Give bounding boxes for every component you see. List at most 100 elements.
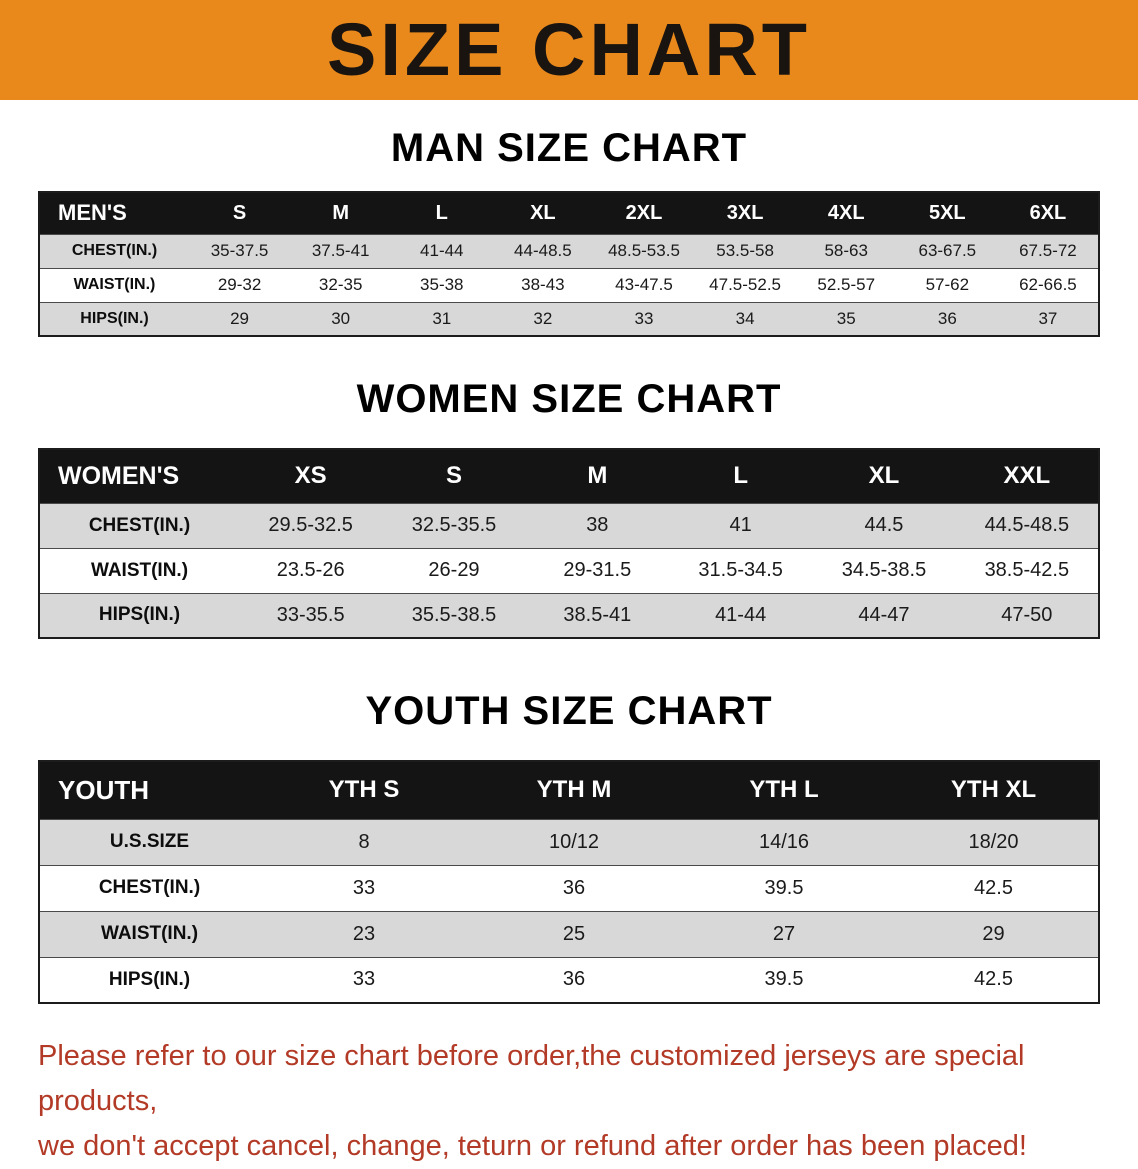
size-value-cell: 44.5 (864, 514, 904, 536)
table-row: U.S.SIZE 8 10/12 14/16 18/20 (39, 819, 1099, 865)
size-value-cell: 47-50 (1001, 603, 1053, 626)
size-value-cell: 33-35.5 (276, 603, 345, 626)
size-value-cell: 33 (634, 308, 654, 328)
column-header: M (290, 192, 392, 234)
table-header-row: MEN'S S M L XL 2XL 3XL 4XL 5XL 6XL (39, 192, 1099, 234)
table-row: HIPS(IN.) 33 36 39.5 42.5 (39, 957, 1099, 1003)
size-value-cell: 38.5-42.5 (984, 559, 1070, 581)
size-value-cell: 35-37.5 (210, 241, 269, 260)
table-row: WAIST(IN.) 23.5-26 26-29 29-31.5 31.5-34.5 34… (39, 548, 1099, 593)
banner: SIZE CHART (0, 0, 1138, 100)
size-value-cell: 38.5-41 (563, 603, 632, 626)
column-header: YTH S (259, 761, 469, 819)
column-header: YTH XL (889, 761, 1099, 819)
size-value-cell: 42.5 (974, 876, 1013, 899)
table-title-cell: WOMEN'S (39, 449, 239, 503)
row-label: WAIST(IN.) (73, 276, 156, 293)
table-row: WAIST(IN.) 29-32 32-35 35-38 38-43 43-47.5 47.… (39, 268, 1099, 302)
size-value-cell: 37 (1038, 308, 1058, 328)
size-value-cell: 36 (562, 968, 586, 991)
size-value-cell: 38-43 (521, 275, 565, 294)
disclaimer-line: Please refer to our size chart before or… (38, 1040, 1025, 1117)
size-value-cell: 33 (352, 876, 376, 899)
size-value-cell: 48.5-53.5 (608, 241, 680, 260)
table-row: CHEST(IN.) 33 36 39.5 42.5 (39, 865, 1099, 911)
row-label: CHEST(IN.) (98, 877, 201, 898)
table-header-row: WOMEN'S XS S M L XL XXL (39, 449, 1099, 503)
table-row: HIPS(IN.) 29 30 31 32 33 34 35 36 37 (39, 302, 1099, 336)
row-label: WAIST(IN.) (100, 923, 199, 944)
column-header: 4XL (795, 192, 897, 234)
size-value-cell: 31.5-34.5 (698, 559, 783, 581)
size-value-cell: 18/20 (968, 830, 1019, 853)
size-value-cell: 32.5-35.5 (411, 514, 497, 536)
size-value-cell: 41-44 (715, 603, 767, 626)
size-value-cell: 44.5-48.5 (984, 514, 1070, 536)
size-value-cell: 26-29 (428, 559, 480, 581)
men-size-table: MEN'S S M L XL 2XL 3XL 4XL 5XL 6XL CHEST(IN.) 35-37… (38, 191, 1100, 337)
row-label: HIPS(IN.) (98, 604, 181, 626)
row-label: CHEST(IN.) (71, 242, 158, 259)
column-header: 5XL (896, 192, 998, 234)
table-row: HIPS(IN.) 33-35.5 35.5-38.5 38.5-41 41-44 44-… (39, 593, 1099, 638)
men-section-heading: MAN SIZE CHART (390, 126, 748, 170)
size-value-cell: 42.5 (974, 968, 1013, 991)
page-title: SIZE CHART (327, 8, 811, 91)
size-value-cell: 29.5-32.5 (268, 514, 353, 536)
size-value-cell: 39.5 (764, 876, 804, 899)
size-value-cell: 63-67.5 (918, 241, 977, 260)
size-value-cell: 36 (562, 876, 586, 899)
size-chart-content: MAN SIZE CHART MEN'S S M L XL 2XL 3XL 4XL 5XL 6XL… (0, 126, 1138, 1169)
row-label: HIPS(IN.) (80, 309, 149, 327)
size-value-cell: 33 (352, 968, 376, 991)
youth-size-table: YOUTH YTH S YTH M YTH L YTH XL U.S.SIZE 8 10/12… (38, 760, 1100, 1004)
size-value-cell: 8 (358, 830, 370, 853)
row-label: CHEST(IN.) (88, 514, 191, 536)
column-header: XL (812, 449, 956, 503)
table-header-row: YOUTH YTH S YTH M YTH L YTH XL (39, 761, 1099, 819)
size-value-cell: 39.5 (764, 968, 804, 991)
size-value-cell: 29 (230, 308, 250, 328)
table-title-cell: MEN'S (39, 192, 189, 234)
column-header: L (668, 449, 813, 503)
size-value-cell: 43-47.5 (615, 275, 673, 294)
size-value-cell: 31 (432, 308, 452, 328)
size-value-cell: 35 (836, 308, 856, 328)
size-value-cell: 27 (772, 922, 796, 945)
column-header: L (391, 192, 493, 234)
size-value-cell: 10/12 (548, 830, 600, 853)
women-section-heading: WOMEN SIZE CHART (356, 377, 782, 421)
row-label: HIPS(IN.) (108, 968, 191, 990)
table-row: WAIST(IN.) 23 25 27 29 (39, 911, 1099, 957)
women-size-table: WOMEN'S XS S M L XL XXL CHEST(IN.) 29.5-32.5 32.5… (38, 448, 1100, 639)
size-value-cell: 41 (729, 514, 752, 536)
size-value-cell: 35.5-38.5 (411, 603, 497, 626)
column-header: S (382, 449, 526, 503)
column-header: 2XL (593, 192, 695, 234)
row-label: U.S.SIZE (109, 831, 190, 852)
size-value-cell: 36 (937, 308, 957, 328)
youth-section-heading: YOUTH SIZE CHART (365, 689, 773, 733)
size-value-cell: 41-44 (420, 241, 464, 260)
size-value-cell: 52.5-57 (817, 275, 876, 294)
size-value-cell: 25 (562, 922, 586, 945)
size-value-cell: 37.5-41 (311, 241, 370, 260)
table-row: CHEST(IN.) 29.5-32.5 32.5-35.5 38 41 44.5 44.5… (39, 503, 1099, 548)
table-title-cell: YOUTH (39, 761, 259, 819)
size-value-cell: 57-62 (925, 275, 970, 294)
size-value-cell: 34.5-38.5 (841, 559, 927, 581)
column-header: YTH L (679, 761, 889, 819)
size-value-cell: 34 (735, 308, 755, 328)
column-header: YTH M (469, 761, 679, 819)
size-value-cell: 38 (586, 514, 609, 536)
column-header: XL (492, 192, 594, 234)
size-value-cell: 53.5-58 (716, 241, 774, 260)
size-value-cell: 47.5-52.5 (709, 275, 782, 294)
disclaimer-line: we don't accept cancel, change, teturn o… (38, 1129, 1027, 1162)
row-label: WAIST(IN.) (90, 559, 189, 581)
size-value-cell: 14/16 (758, 830, 810, 853)
size-value-cell: 30 (331, 308, 351, 328)
size-value-cell: 58-63 (824, 241, 868, 260)
size-value-cell: 32-35 (318, 275, 363, 294)
size-value-cell: 44-47 (858, 603, 910, 626)
